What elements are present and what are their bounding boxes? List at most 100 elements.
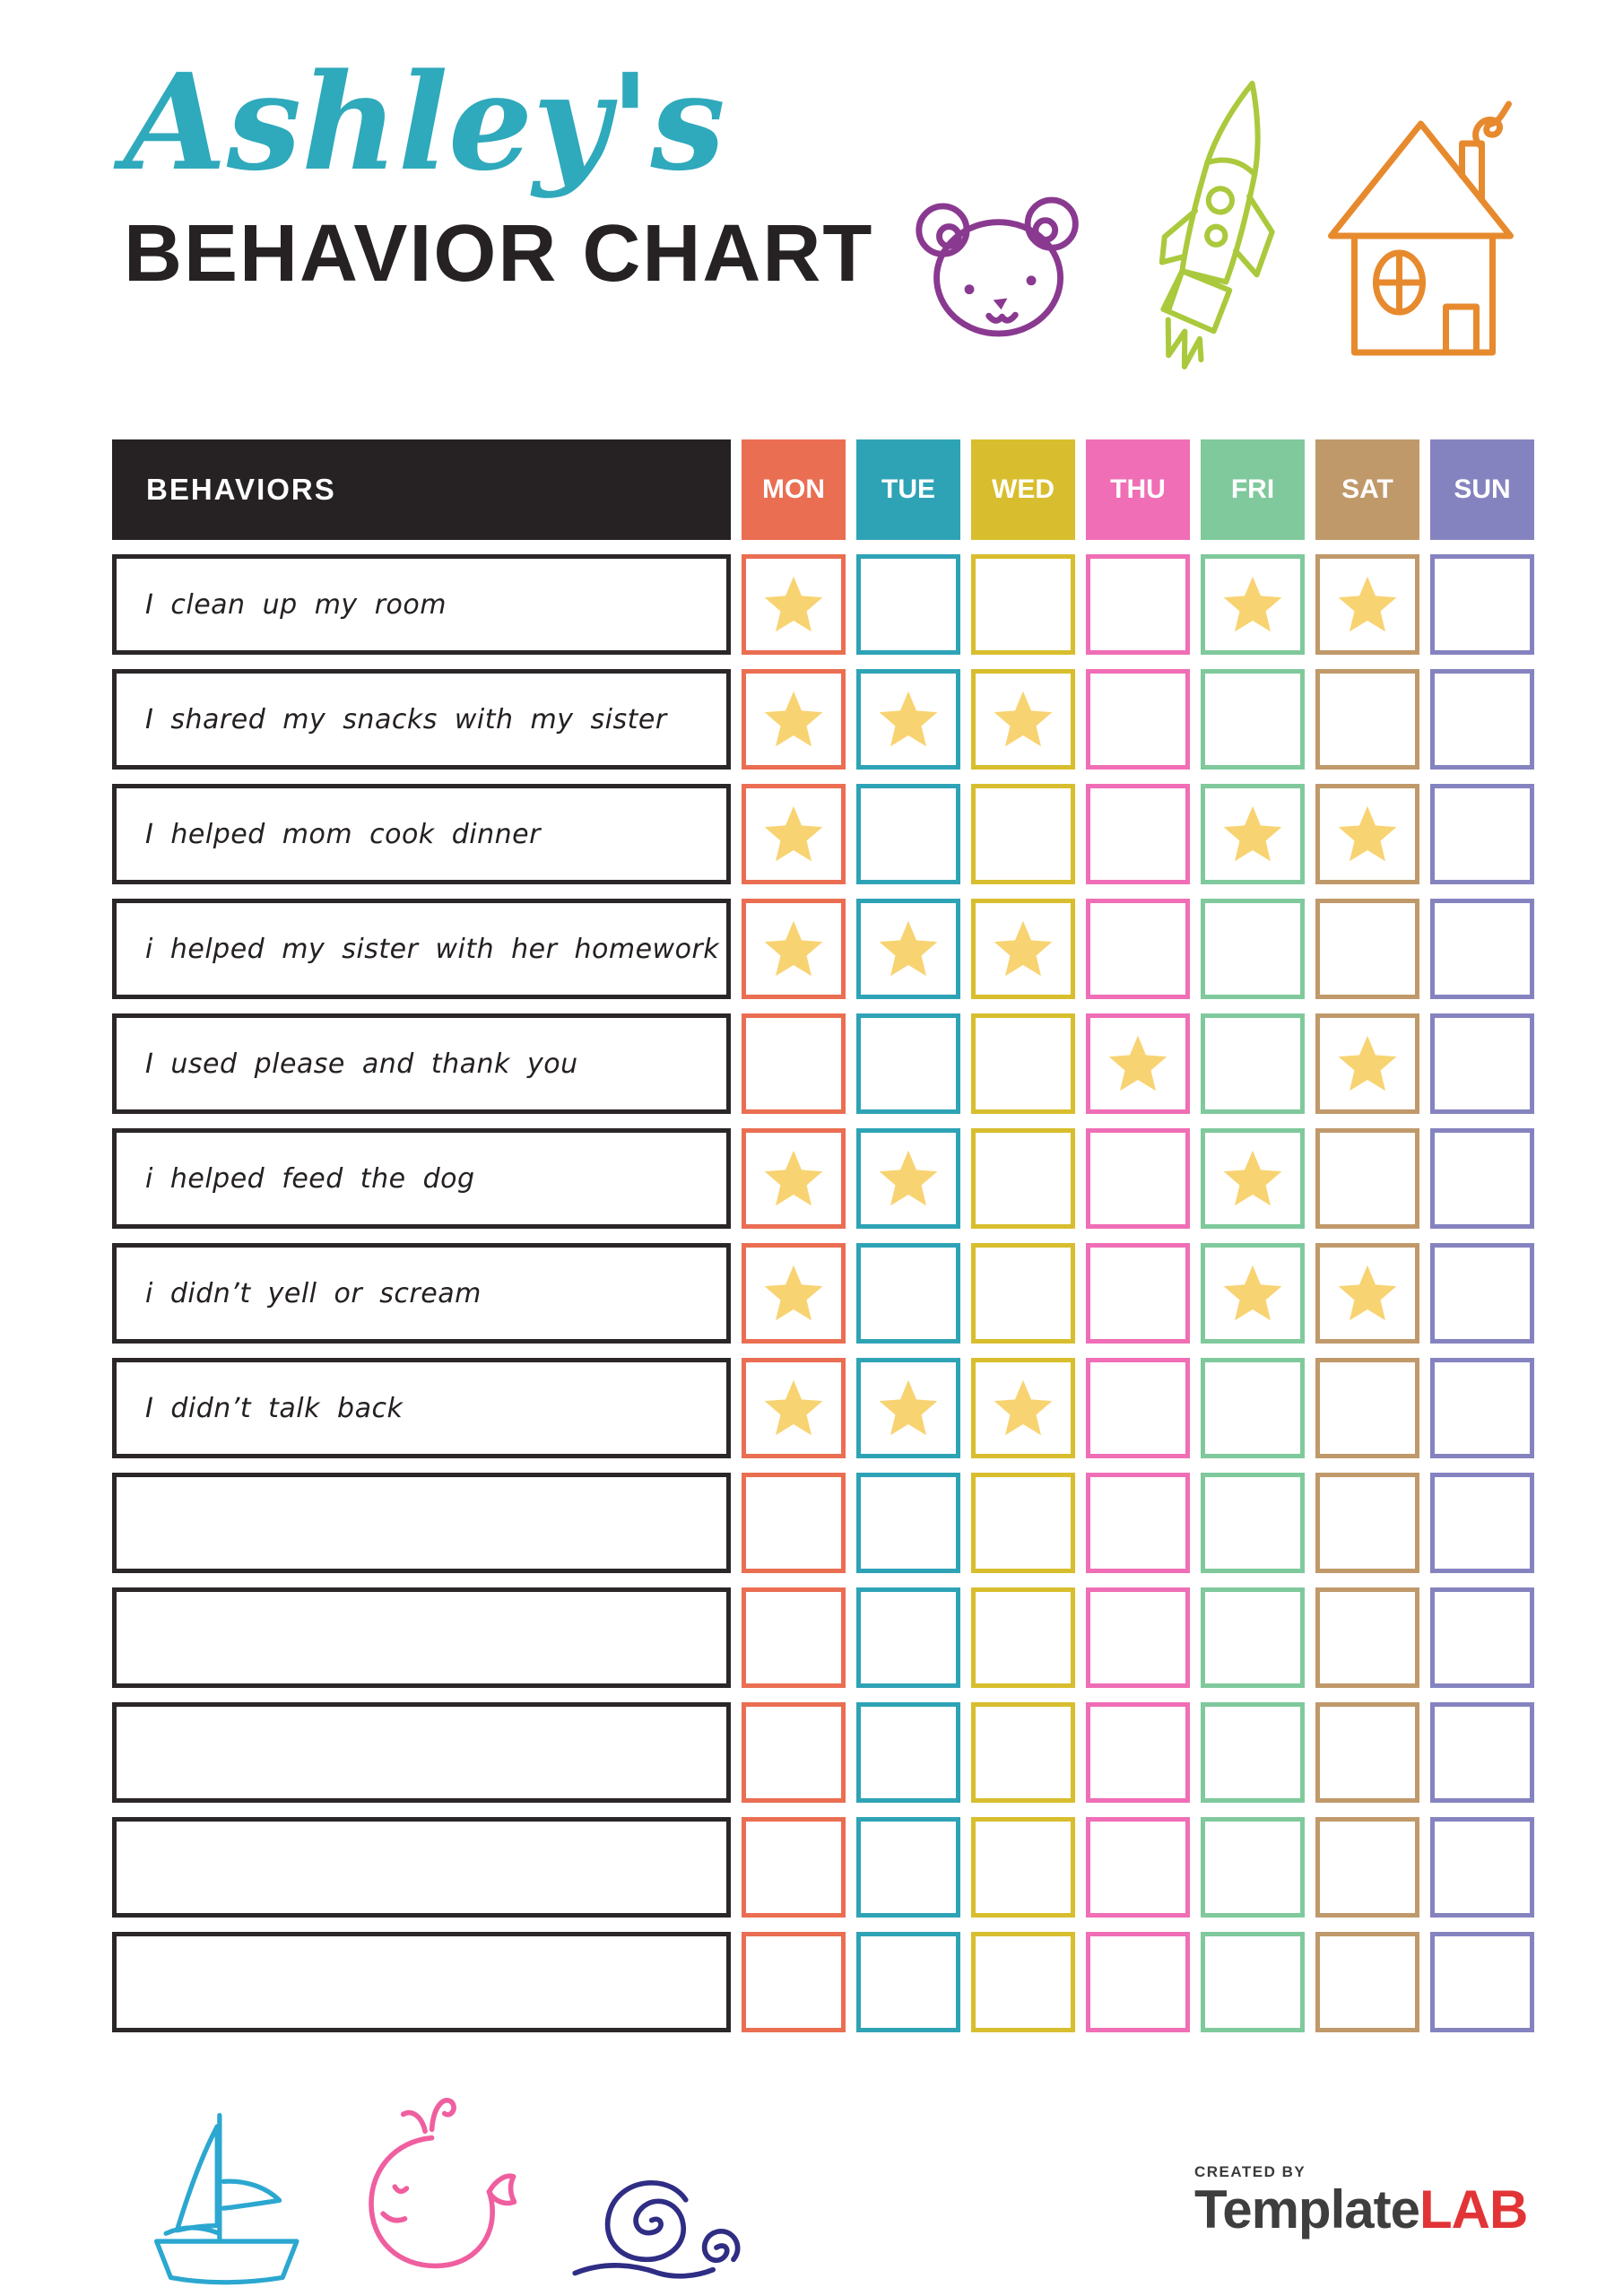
chart-cell-sun[interactable] — [1430, 669, 1534, 770]
chart-cell-sun[interactable] — [1430, 1587, 1534, 1688]
chart-cell-fri[interactable] — [1201, 1013, 1305, 1114]
chart-cell-thu[interactable] — [1086, 554, 1190, 655]
chart-cell-thu[interactable] — [1086, 1817, 1190, 1918]
behavior-label-box[interactable]: I didn’t talk back — [112, 1358, 731, 1458]
chart-cell-sun[interactable] — [1430, 784, 1534, 884]
chart-cell-sat[interactable] — [1315, 1817, 1419, 1918]
chart-cell-mon[interactable] — [742, 784, 846, 884]
behavior-label-box[interactable]: i helped my sister with her homework — [112, 899, 731, 999]
chart-cell-mon[interactable] — [742, 1358, 846, 1458]
chart-cell-sat[interactable] — [1315, 669, 1419, 770]
behavior-label-box[interactable]: i helped feed the dog — [112, 1128, 731, 1229]
chart-cell-wed[interactable] — [971, 1817, 1075, 1918]
chart-cell-fri[interactable] — [1201, 1473, 1305, 1573]
chart-cell-wed[interactable] — [971, 1473, 1075, 1573]
chart-cell-sun[interactable] — [1430, 1932, 1534, 2032]
chart-cell-sat[interactable] — [1315, 1932, 1419, 2032]
chart-cell-wed[interactable] — [971, 1243, 1075, 1344]
chart-cell-tue[interactable] — [856, 1932, 960, 2032]
chart-cell-mon[interactable] — [742, 1243, 846, 1344]
chart-cell-sat[interactable] — [1315, 1587, 1419, 1688]
chart-cell-thu[interactable] — [1086, 1013, 1190, 1114]
chart-cell-mon[interactable] — [742, 1932, 846, 2032]
chart-cell-wed[interactable] — [971, 1587, 1075, 1688]
chart-cell-fri[interactable] — [1201, 1243, 1305, 1344]
chart-cell-mon[interactable] — [742, 1128, 846, 1229]
chart-cell-tue[interactable] — [856, 669, 960, 770]
chart-cell-sat[interactable] — [1315, 554, 1419, 655]
chart-cell-mon[interactable] — [742, 669, 846, 770]
chart-cell-fri[interactable] — [1201, 1702, 1305, 1803]
behavior-label-box[interactable]: I used please and thank you — [112, 1013, 731, 1114]
chart-cell-sat[interactable] — [1315, 1473, 1419, 1573]
chart-cell-fri[interactable] — [1201, 669, 1305, 770]
chart-cell-fri[interactable] — [1201, 899, 1305, 999]
behavior-label-box[interactable]: I shared my snacks with my sister — [112, 669, 731, 770]
chart-cell-tue[interactable] — [856, 1128, 960, 1229]
chart-cell-fri[interactable] — [1201, 1587, 1305, 1688]
chart-cell-sun[interactable] — [1430, 1243, 1534, 1344]
chart-cell-fri[interactable] — [1201, 784, 1305, 884]
chart-cell-fri[interactable] — [1201, 1128, 1305, 1229]
chart-cell-sun[interactable] — [1430, 1817, 1534, 1918]
chart-cell-tue[interactable] — [856, 1473, 960, 1573]
chart-cell-tue[interactable] — [856, 554, 960, 655]
chart-cell-thu[interactable] — [1086, 1702, 1190, 1803]
chart-cell-wed[interactable] — [971, 669, 1075, 770]
chart-cell-sat[interactable] — [1315, 1128, 1419, 1229]
chart-cell-wed[interactable] — [971, 1932, 1075, 2032]
chart-cell-fri[interactable] — [1201, 1932, 1305, 2032]
chart-cell-mon[interactable] — [742, 1587, 846, 1688]
behavior-label-box[interactable]: I helped mom cook dinner — [112, 784, 731, 884]
chart-cell-tue[interactable] — [856, 1702, 960, 1803]
chart-cell-tue[interactable] — [856, 1817, 960, 1918]
chart-cell-wed[interactable] — [971, 1128, 1075, 1229]
chart-cell-wed[interactable] — [971, 554, 1075, 655]
chart-cell-sat[interactable] — [1315, 1358, 1419, 1458]
chart-cell-fri[interactable] — [1201, 1817, 1305, 1918]
chart-cell-wed[interactable] — [971, 1702, 1075, 1803]
chart-cell-mon[interactable] — [742, 1702, 846, 1803]
chart-cell-sun[interactable] — [1430, 1473, 1534, 1573]
chart-cell-thu[interactable] — [1086, 899, 1190, 999]
chart-cell-tue[interactable] — [856, 784, 960, 884]
behavior-label-box[interactable] — [112, 1702, 731, 1803]
chart-cell-thu[interactable] — [1086, 784, 1190, 884]
behavior-label-box[interactable]: i didn’t yell or scream — [112, 1243, 731, 1344]
behavior-label-box[interactable] — [112, 1587, 731, 1688]
behavior-label-box[interactable] — [112, 1473, 731, 1573]
chart-cell-sun[interactable] — [1430, 1358, 1534, 1458]
chart-cell-sat[interactable] — [1315, 1702, 1419, 1803]
chart-cell-sun[interactable] — [1430, 899, 1534, 999]
chart-cell-sun[interactable] — [1430, 554, 1534, 655]
chart-cell-wed[interactable] — [971, 784, 1075, 884]
chart-cell-tue[interactable] — [856, 899, 960, 999]
chart-cell-mon[interactable] — [742, 899, 846, 999]
chart-cell-thu[interactable] — [1086, 1128, 1190, 1229]
chart-cell-sun[interactable] — [1430, 1013, 1534, 1114]
chart-cell-fri[interactable] — [1201, 554, 1305, 655]
chart-cell-mon[interactable] — [742, 1013, 846, 1114]
behavior-label-box[interactable] — [112, 1932, 731, 2032]
chart-cell-thu[interactable] — [1086, 1932, 1190, 2032]
chart-cell-mon[interactable] — [742, 1473, 846, 1573]
chart-cell-tue[interactable] — [856, 1243, 960, 1344]
chart-cell-thu[interactable] — [1086, 669, 1190, 770]
chart-cell-sat[interactable] — [1315, 1013, 1419, 1114]
chart-cell-sun[interactable] — [1430, 1128, 1534, 1229]
chart-cell-thu[interactable] — [1086, 1473, 1190, 1573]
chart-cell-fri[interactable] — [1201, 1358, 1305, 1458]
behavior-label-box[interactable]: I clean up my room — [112, 554, 731, 655]
chart-cell-thu[interactable] — [1086, 1358, 1190, 1458]
chart-cell-sat[interactable] — [1315, 899, 1419, 999]
behavior-label-box[interactable] — [112, 1817, 731, 1918]
chart-cell-thu[interactable] — [1086, 1243, 1190, 1344]
chart-cell-sun[interactable] — [1430, 1702, 1534, 1803]
chart-cell-thu[interactable] — [1086, 1587, 1190, 1688]
chart-cell-tue[interactable] — [856, 1013, 960, 1114]
chart-cell-sat[interactable] — [1315, 784, 1419, 884]
chart-cell-sat[interactable] — [1315, 1243, 1419, 1344]
chart-cell-mon[interactable] — [742, 1817, 846, 1918]
chart-cell-wed[interactable] — [971, 1013, 1075, 1114]
chart-cell-wed[interactable] — [971, 899, 1075, 999]
